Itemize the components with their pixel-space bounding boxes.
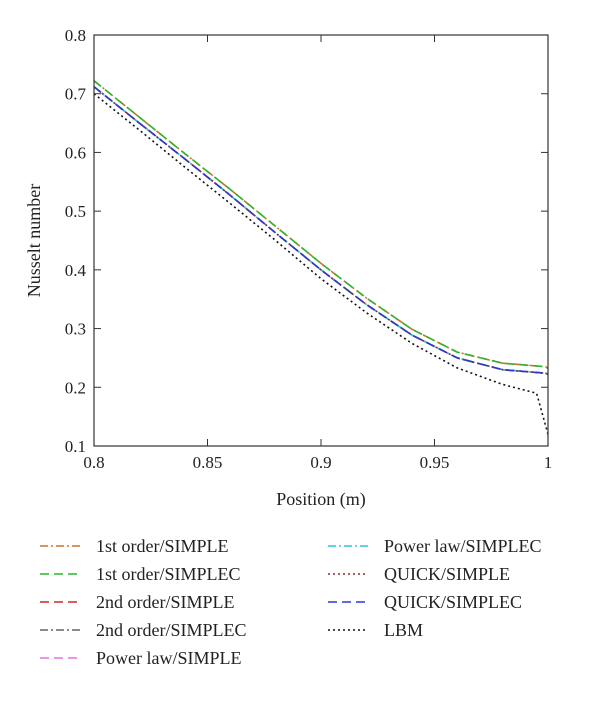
legend-label-8: QUICK/SIMPLEC bbox=[384, 592, 522, 612]
y-tick-label: 0.7 bbox=[65, 85, 87, 104]
y-tick-label: 0.4 bbox=[65, 261, 87, 280]
y-tick-label: 0.8 bbox=[65, 26, 86, 45]
y-tick-label: 0.1 bbox=[65, 437, 86, 456]
series-line-2 bbox=[94, 80, 548, 370]
legend: 1st order/SIMPLE 1st order/SIMPLEC 2nd ord… bbox=[40, 536, 542, 668]
y-tick-label: 0.3 bbox=[65, 320, 86, 339]
series-layer bbox=[94, 80, 548, 435]
x-axis-label: Position (m) bbox=[276, 489, 366, 510]
series-line-8 bbox=[94, 86, 548, 376]
ticks-layer: 0.8 0.85 0.9 0.95 1 0.1 0.2 0.3 0.4 0.5 0.6 0.7 0.8 bbox=[65, 26, 553, 472]
legend-label-9: LBM bbox=[384, 620, 423, 640]
x-tick-label: 0.8 bbox=[83, 453, 104, 472]
series-line-7 bbox=[94, 86, 548, 376]
series-line-1 bbox=[94, 80, 548, 370]
series-line-6 bbox=[94, 86, 548, 376]
legend-label-1: 1st order/SIMPLE bbox=[96, 536, 229, 556]
y-axis-label: Nusselt number bbox=[24, 184, 44, 297]
series-line-3 bbox=[94, 86, 548, 376]
legend-label-3: 2nd order/SIMPLE bbox=[96, 592, 235, 612]
y-tick-label: 0.6 bbox=[65, 143, 86, 162]
plot-frame bbox=[93, 34, 549, 447]
x-tick-label: 0.95 bbox=[420, 453, 450, 472]
legend-label-5: Power law/SIMPLE bbox=[96, 648, 242, 668]
x-tick-label: 0.9 bbox=[310, 453, 331, 472]
y-tick-label: 0.5 bbox=[65, 202, 86, 221]
legend-label-6: Power law/SIMPLEC bbox=[384, 536, 542, 556]
legend-label-2: 1st order/SIMPLEC bbox=[96, 564, 241, 584]
x-tick-label: 1 bbox=[544, 453, 553, 472]
series-line-9 bbox=[94, 93, 548, 435]
legend-label-4: 2nd order/SIMPLEC bbox=[96, 620, 247, 640]
series-line-4 bbox=[94, 86, 548, 376]
series-line-5 bbox=[94, 86, 548, 376]
legend-label-7: QUICK/SIMPLE bbox=[384, 564, 510, 584]
y-tick-label: 0.2 bbox=[65, 378, 86, 397]
x-tick-label: 0.85 bbox=[193, 453, 223, 472]
